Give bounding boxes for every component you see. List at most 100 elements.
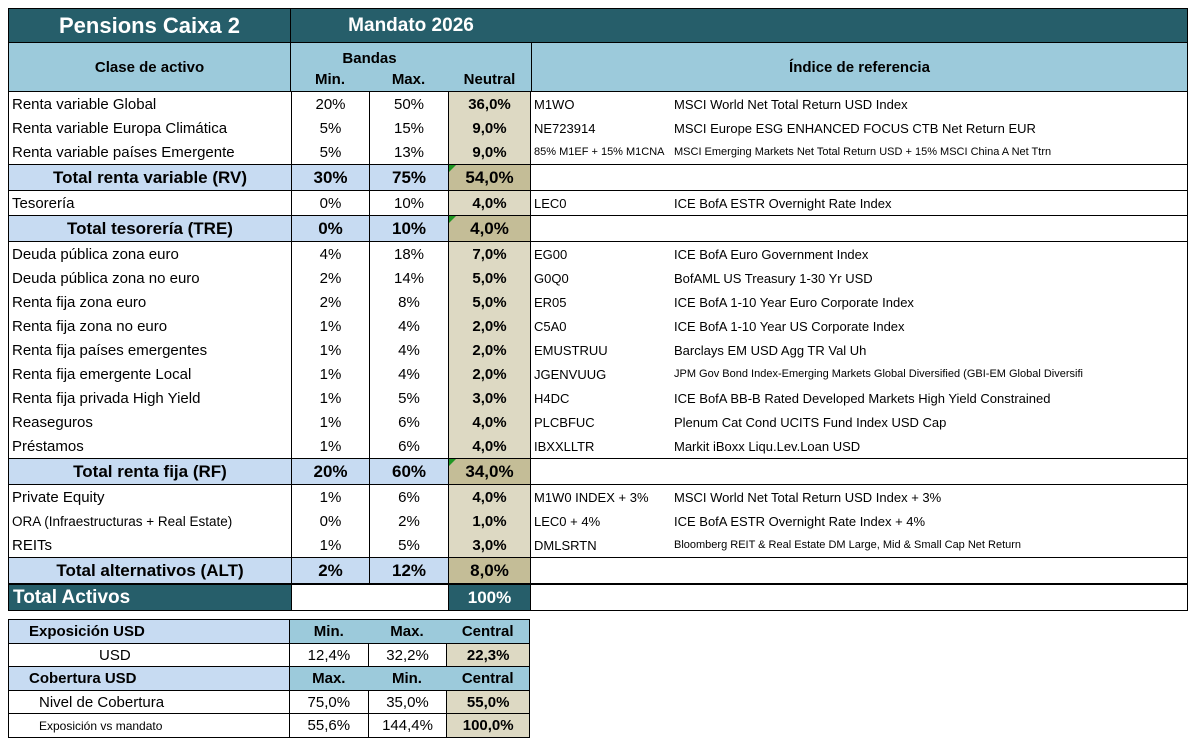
min-value-cell[interactable]: 2% bbox=[291, 266, 369, 290]
exposure-column-header-cell[interactable]: Central bbox=[446, 620, 529, 643]
neutral-value-cell[interactable]: 3,0% bbox=[448, 386, 531, 410]
neutral-value-cell[interactable]: 4,0% bbox=[448, 434, 531, 458]
neutral-value-cell[interactable]: 2,0% bbox=[448, 314, 531, 338]
min-value-cell[interactable]: 1% bbox=[291, 386, 369, 410]
max-value-cell[interactable]: 5% bbox=[369, 386, 448, 410]
asset-label-cell[interactable]: Deuda pública zona euro bbox=[12, 245, 179, 263]
max-value-cell[interactable]: 13% bbox=[369, 140, 448, 164]
min-header-cell[interactable]: Min. bbox=[315, 70, 345, 88]
max-value-cell[interactable]: 4% bbox=[369, 338, 448, 362]
min-value-cell[interactable]: 1% bbox=[291, 410, 369, 434]
coverage-title-cell[interactable]: Cobertura USD bbox=[9, 667, 290, 690]
asset-label-cell[interactable]: Renta fija privada High Yield bbox=[12, 389, 201, 407]
reference-index-cell[interactable]: ER05 ICE BofA 1-10 Year Euro Corporate In… bbox=[531, 290, 1187, 314]
exposure-column-header-cell[interactable]: Max. bbox=[367, 620, 447, 643]
exposure-value-cell[interactable]: 12,4% bbox=[307, 646, 351, 664]
min-value-cell[interactable]: 1% bbox=[291, 434, 369, 458]
min-value-cell[interactable]: 1% bbox=[291, 533, 369, 557]
neutral-value-cell[interactable]: 4,0% bbox=[448, 191, 531, 215]
reference-index-cell[interactable] bbox=[531, 558, 1187, 583]
reference-index-cell[interactable]: LEC0 + 4% ICE BofA ESTR Overnight Rate In… bbox=[531, 509, 1187, 533]
asset-label-cell[interactable]: Préstamos bbox=[12, 437, 84, 455]
coverage-value-cell[interactable]: 55,0% bbox=[446, 691, 530, 713]
coverage-value-cell[interactable]: 100,0% bbox=[446, 714, 530, 737]
reference-index-header-cell[interactable]: Índice de referencia bbox=[531, 43, 1187, 91]
neutral-value-cell[interactable]: 4,0% bbox=[448, 410, 531, 434]
max-value-cell[interactable]: 50% bbox=[369, 92, 448, 116]
neutral-header-cell[interactable]: Neutral bbox=[463, 70, 516, 88]
exposure-value-cell[interactable]: 32,2% bbox=[367, 644, 447, 666]
asset-label-cell[interactable]: Tesorería bbox=[12, 194, 75, 212]
asset-class-header-cell[interactable]: Clase de activo bbox=[9, 43, 291, 91]
subtotal-label-cell[interactable]: Total renta variable (RV) bbox=[9, 165, 291, 190]
max-value-cell[interactable]: 6% bbox=[369, 434, 448, 458]
subtotal-label-cell[interactable]: Total renta fija (RF) bbox=[9, 459, 291, 484]
exposure-row-label-cell[interactable]: USD bbox=[9, 644, 291, 666]
grand-total-neutral-cell[interactable]: 100% bbox=[448, 585, 531, 610]
reference-index-cell[interactable]: EMUSTRUU Barclays EM USD Agg TR Val Uh bbox=[531, 338, 1187, 362]
min-value-cell[interactable]: 1% bbox=[291, 314, 369, 338]
max-value-cell[interactable]: 12% bbox=[369, 558, 448, 583]
reference-index-cell[interactable]: M1WO MSCI World Net Total Return USD Inde… bbox=[531, 92, 1187, 116]
neutral-value-cell[interactable]: 5,0% bbox=[448, 266, 531, 290]
grand-total-label-cell[interactable]: Total Activos bbox=[9, 585, 291, 610]
asset-label-cell[interactable]: Reaseguros bbox=[12, 413, 93, 431]
neutral-value-cell[interactable]: 9,0% bbox=[448, 140, 531, 164]
coverage-value-cell[interactable]: 55,6% bbox=[307, 717, 351, 734]
exposure-value-cell[interactable]: 22,3% bbox=[446, 644, 530, 666]
coverage-row-label-cell[interactable]: Nivel de Cobertura bbox=[9, 691, 290, 713]
reference-index-cell[interactable] bbox=[531, 165, 1187, 190]
asset-label-cell[interactable]: Renta fija emergente Local bbox=[12, 365, 192, 383]
max-value-cell[interactable]: 10% bbox=[369, 216, 448, 241]
asset-label-cell[interactable]: Renta fija zona no euro bbox=[12, 317, 168, 335]
reference-index-cell[interactable]: LEC0 ICE BofA ESTR Overnight Rate Index bbox=[531, 191, 1187, 215]
min-value-cell[interactable]: 2% bbox=[291, 558, 369, 583]
reference-index-cell[interactable]: M1W0 INDEX + 3% MSCI World Net Total Retu… bbox=[531, 485, 1187, 509]
asset-label-cell[interactable]: Renta variable Europa Climática bbox=[12, 119, 228, 137]
min-value-cell[interactable]: 20% bbox=[291, 459, 369, 484]
max-value-cell[interactable]: 15% bbox=[369, 116, 448, 140]
exposure-title-cell[interactable]: Exposición USD bbox=[9, 620, 290, 643]
min-value-cell[interactable]: 2% bbox=[291, 290, 369, 314]
max-value-cell[interactable]: 18% bbox=[369, 242, 448, 266]
asset-label-cell[interactable]: REITs bbox=[12, 536, 53, 554]
reference-index-cell[interactable]: 85% M1EF + 15% M1CNA MSCI Emerging Market… bbox=[531, 140, 1187, 164]
coverage-value-cell[interactable]: 144,4% bbox=[367, 714, 447, 737]
coverage-column-header-cell[interactable]: Central bbox=[446, 667, 529, 690]
neutral-value-cell[interactable]: 5,0% bbox=[448, 290, 531, 314]
asset-label-cell[interactable]: Renta variable países Emergente bbox=[12, 143, 235, 161]
asset-label-cell[interactable]: Renta fija zona euro bbox=[12, 293, 147, 311]
reference-index-cell[interactable]: EG00 ICE BofA Euro Government Index bbox=[531, 242, 1187, 266]
max-value-cell[interactable]: 8% bbox=[369, 290, 448, 314]
neutral-value-cell[interactable]: 36,0% bbox=[448, 92, 531, 116]
max-value-cell[interactable]: 5% bbox=[369, 533, 448, 557]
coverage-column-header-cell[interactable]: Min. bbox=[367, 667, 447, 690]
neutral-value-cell[interactable]: 4,0% bbox=[448, 216, 531, 241]
neutral-value-cell[interactable]: 2,0% bbox=[448, 362, 531, 386]
mandate-title-cell[interactable]: Mandato 2026 bbox=[291, 9, 1187, 42]
reference-index-cell[interactable]: G0Q0 BofAML US Treasury 1-30 Yr USD bbox=[531, 266, 1187, 290]
neutral-value-cell[interactable]: 9,0% bbox=[448, 116, 531, 140]
reference-index-cell[interactable]: JGENVUUG JPM Gov Bond Index-Emerging Mark… bbox=[531, 362, 1187, 386]
grand-total-index-cell[interactable] bbox=[531, 585, 1187, 610]
reference-index-cell[interactable] bbox=[531, 216, 1187, 241]
min-value-cell[interactable]: 1% bbox=[291, 362, 369, 386]
asset-label-cell[interactable]: Renta fija países emergentes bbox=[12, 341, 208, 359]
min-value-cell[interactable]: 30% bbox=[291, 165, 369, 190]
max-value-cell[interactable]: 4% bbox=[369, 314, 448, 338]
neutral-value-cell[interactable]: 1,0% bbox=[448, 509, 531, 533]
max-value-cell[interactable]: 2% bbox=[369, 509, 448, 533]
max-value-cell[interactable]: 14% bbox=[369, 266, 448, 290]
max-value-cell[interactable]: 6% bbox=[369, 410, 448, 434]
max-value-cell[interactable]: 10% bbox=[369, 191, 448, 215]
min-value-cell[interactable]: 5% bbox=[291, 116, 369, 140]
bands-header-cell[interactable]: Bandas bbox=[342, 50, 397, 67]
max-value-cell[interactable]: 60% bbox=[369, 459, 448, 484]
coverage-row-label-cell[interactable]: Exposición vs mandato bbox=[9, 714, 290, 737]
reference-index-cell[interactable]: PLCBFUC Plenum Cat Cond UCITS Fund Index … bbox=[531, 410, 1187, 434]
neutral-value-cell[interactable]: 4,0% bbox=[448, 485, 531, 509]
min-value-cell[interactable]: 0% bbox=[291, 509, 369, 533]
neutral-value-cell[interactable]: 7,0% bbox=[448, 242, 531, 266]
asset-label-cell[interactable]: Renta variable Global bbox=[12, 95, 157, 113]
min-value-cell[interactable]: 5% bbox=[291, 140, 369, 164]
